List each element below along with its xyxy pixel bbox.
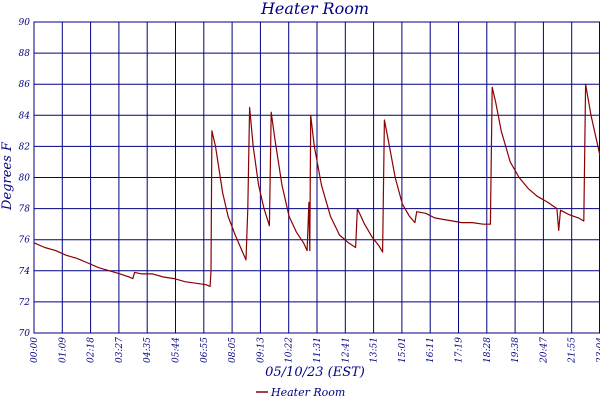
x-tick-label: 16:11: [426, 337, 436, 363]
x-tick-label: 17:19: [455, 337, 465, 363]
x-tick-label: 01:09: [58, 337, 68, 363]
x-tick-label: 02:18: [87, 337, 97, 363]
x-tick-label: 11:31: [313, 337, 323, 363]
y-tick-label: 78: [19, 205, 31, 215]
x-tick-label: 15:01: [398, 337, 408, 363]
x-tick-label: 09:13: [256, 337, 266, 363]
x-tick-label: 06:55: [200, 337, 210, 363]
chart-title: Heater Room: [260, 0, 369, 18]
x-tick-label: 03:27: [115, 337, 125, 363]
x-tick-label: 10:22: [285, 337, 295, 363]
series-layer: [33, 83, 600, 287]
legend: Heater Room: [256, 386, 345, 399]
x-tick-label: 13:51: [370, 337, 380, 363]
x-tick-label: 23:04: [596, 337, 600, 364]
x-tick-label: 04:35: [143, 337, 153, 363]
y-tick-label: 88: [19, 49, 31, 59]
x-tick-label: 18:28: [483, 337, 493, 363]
y-tick-labels: 70 72 74 76 78 80 82 84 86 88 90: [19, 18, 31, 339]
x-tick-label: 21:55: [568, 337, 578, 364]
grid: [33, 21, 600, 334]
x-tick-label: 20:47: [539, 337, 549, 364]
x-tick-label: 19:38: [511, 337, 521, 363]
x-tick-label: 08:05: [228, 337, 238, 363]
y-tick-label: 82: [19, 142, 31, 152]
y-tick-label: 84: [19, 111, 31, 121]
y-tick-label: 72: [19, 298, 31, 308]
y-tick-label: 76: [19, 236, 31, 246]
y-tick-label: 90: [19, 18, 31, 28]
y-tick-label: 86: [19, 80, 31, 90]
x-tick-label: 00:00: [30, 337, 40, 363]
legend-label: Heater Room: [270, 386, 345, 399]
x-tick-label: 12:41: [341, 337, 351, 363]
y-tick-label: 70: [19, 329, 31, 339]
y-axis-title: Degrees F: [0, 141, 15, 211]
y-tick-label: 80: [19, 174, 31, 184]
y-tick-label: 74: [19, 267, 31, 277]
x-axis-title: 05/10/23 (EST): [265, 365, 365, 380]
series-line: [33, 83, 600, 287]
x-tick-label: 05:44: [172, 337, 182, 363]
x-tick-labels: 00:00 01:09 02:18 03:27 04:35 05:44 06:55 08:05…: [30, 337, 600, 364]
